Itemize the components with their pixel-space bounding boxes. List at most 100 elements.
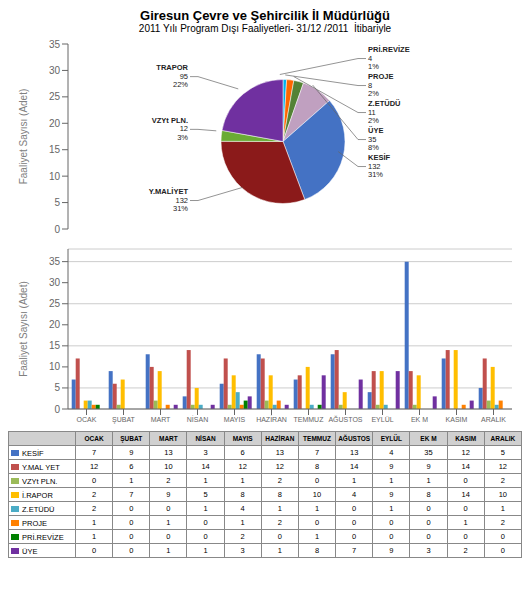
html-text:1: 1 bbox=[314, 504, 320, 513]
html-text:KASIM: KASIM bbox=[455, 435, 477, 442]
svg-text:TEMMUZ: TEMMUZ bbox=[294, 416, 325, 423]
html-text:Y.MAL YET: Y.MAL YET bbox=[22, 462, 60, 472]
svg-text:KASIM: KASIM bbox=[446, 416, 468, 423]
html-text:6: 6 bbox=[240, 448, 245, 457]
html-text:PROJE: PROJE bbox=[22, 518, 47, 528]
html-text:9: 9 bbox=[129, 448, 134, 457]
html-text:5: 5 bbox=[500, 448, 505, 457]
html-text:14: 14 bbox=[461, 462, 470, 471]
svg-text:10: 10 bbox=[49, 171, 61, 182]
html-text:12: 12 bbox=[275, 462, 284, 471]
html-text:0: 0 bbox=[92, 476, 97, 485]
html-text:1: 1 bbox=[389, 476, 394, 485]
html-text:7: 7 bbox=[92, 448, 97, 457]
html-text:1: 1 bbox=[129, 476, 134, 485]
svg-text:ARALIK: ARALIK bbox=[481, 416, 506, 423]
html-text:12: 12 bbox=[461, 448, 470, 457]
svg-text:0: 0 bbox=[54, 224, 60, 235]
svg-text:20: 20 bbox=[49, 319, 61, 330]
html-text:12: 12 bbox=[89, 462, 99, 471]
html-text:8: 8 bbox=[314, 546, 320, 555]
html-text:10: 10 bbox=[164, 462, 173, 471]
svg-text:TRAPOR9522%: TRAPOR9522% bbox=[156, 63, 188, 89]
svg-text:15: 15 bbox=[49, 340, 61, 351]
html-text:14: 14 bbox=[201, 462, 210, 471]
svg-text:MART: MART bbox=[151, 416, 171, 423]
html-text:0: 0 bbox=[314, 476, 320, 485]
html-text:35: 35 bbox=[424, 448, 433, 457]
svg-text:KESİF13231%: KESİF13231% bbox=[368, 153, 391, 179]
html-text:3: 3 bbox=[203, 448, 208, 457]
html-text:1: 1 bbox=[314, 532, 320, 541]
svg-text:Z.ETÜDÜ112%: Z.ETÜDÜ112% bbox=[368, 99, 401, 125]
html-text:13: 13 bbox=[164, 448, 173, 457]
html-text:4: 4 bbox=[389, 448, 394, 457]
html-text:10: 10 bbox=[312, 490, 322, 499]
html-text:MART: MART bbox=[159, 435, 178, 442]
svg-text:Faaliyet Sayısı (Adet): Faaliyet Sayısı (Adet) bbox=[18, 89, 29, 185]
html-text:1: 1 bbox=[203, 476, 208, 485]
svg-text:HAZİRAN: HAZİRAN bbox=[256, 415, 287, 423]
svg-text:VZYt PLN.123%: VZYt PLN.123% bbox=[152, 116, 189, 142]
svg-text:PROJE82%: PROJE82% bbox=[368, 72, 393, 98]
html-text:OCAK: OCAK bbox=[84, 435, 104, 442]
svg-text:35: 35 bbox=[49, 256, 61, 267]
svg-text:30: 30 bbox=[49, 65, 61, 76]
html-text:EK M: EK M bbox=[420, 435, 437, 442]
svg-text:25: 25 bbox=[49, 91, 61, 102]
html-text:9: 9 bbox=[389, 462, 394, 471]
html-text:TEMMUZ: TEMMUZ bbox=[303, 435, 331, 442]
html-text:ARALIK: ARALIK bbox=[490, 435, 516, 442]
html-text:İ.RAPOR: İ.RAPOR bbox=[22, 490, 53, 500]
html-text:MAYIS: MAYIS bbox=[232, 435, 253, 442]
html-text:13: 13 bbox=[350, 448, 359, 457]
svg-text:Faaliyet Sayısı (Adet): Faaliyet Sayısı (Adet) bbox=[18, 281, 29, 377]
html-text:9: 9 bbox=[426, 462, 431, 471]
html-text:13: 13 bbox=[275, 448, 284, 457]
html-text:6: 6 bbox=[129, 462, 134, 471]
svg-text:EYLÜL: EYLÜL bbox=[371, 416, 393, 423]
html-text:14: 14 bbox=[461, 490, 470, 499]
html-text:1: 1 bbox=[352, 476, 357, 485]
html-text:14: 14 bbox=[350, 462, 359, 471]
svg-text:35: 35 bbox=[49, 39, 61, 50]
html-text:10: 10 bbox=[498, 490, 507, 499]
html-text:KESİF: KESİF bbox=[22, 448, 44, 458]
html-text:2: 2 bbox=[166, 476, 171, 485]
svg-text:ŞUBAT: ŞUBAT bbox=[112, 416, 136, 424]
svg-text:0: 0 bbox=[54, 404, 60, 415]
svg-text:AĞUSTOS: AĞUSTOS bbox=[328, 415, 362, 423]
html-text:ÜYE: ÜYE bbox=[22, 546, 38, 556]
html-text:AĞUSTOS: AĞUSTOS bbox=[338, 435, 371, 442]
svg-text:OCAK: OCAK bbox=[77, 416, 97, 423]
svg-text:MAYIS: MAYIS bbox=[224, 416, 246, 423]
html-text:2: 2 bbox=[277, 476, 282, 485]
html-text:HAZİRAN: HAZİRAN bbox=[265, 435, 295, 442]
svg-text:EK M: EK M bbox=[411, 416, 428, 423]
html-text:7: 7 bbox=[314, 448, 320, 457]
svg-text:10: 10 bbox=[49, 361, 61, 372]
html-text:Z.ETÜDÜ: Z.ETÜDÜ bbox=[22, 504, 55, 514]
html-text:8: 8 bbox=[314, 462, 320, 471]
svg-text:5: 5 bbox=[54, 197, 60, 208]
html-text:VZYt PLN.: VZYt PLN. bbox=[22, 476, 58, 486]
svg-text:20: 20 bbox=[49, 118, 61, 129]
html-text:12: 12 bbox=[238, 462, 247, 471]
html-text:EYLÜL: EYLÜL bbox=[380, 435, 402, 442]
svg-text:PRİ.REVİZE41%: PRİ.REVİZE41% bbox=[368, 45, 410, 71]
svg-text:30: 30 bbox=[49, 277, 61, 288]
html-text:Giresun Çevre ve Şehircilik İl: Giresun Çevre ve Şehircilik İl Müdürlüğü bbox=[140, 8, 390, 23]
html-text:0: 0 bbox=[314, 518, 320, 527]
svg-text:5: 5 bbox=[54, 382, 60, 393]
svg-text:Y.MALİYET13231%: Y.MALİYET13231% bbox=[149, 187, 189, 213]
svg-text:15: 15 bbox=[49, 144, 61, 155]
svg-text:ÜYE358%: ÜYE358% bbox=[368, 126, 383, 152]
html-text:NİSAN: NİSAN bbox=[195, 435, 216, 442]
html-text:2011 Yılı Program Dışı Faaliye: 2011 Yılı Program Dışı Faaliyetleri- 31/… bbox=[138, 23, 392, 34]
html-text:12: 12 bbox=[498, 462, 507, 471]
svg-text:25: 25 bbox=[49, 298, 61, 309]
html-text:ŞUBAT: ŞUBAT bbox=[120, 435, 143, 442]
svg-text:NİSAN: NİSAN bbox=[187, 415, 208, 423]
html-text:PRİ.REVİZE: PRİ.REVİZE bbox=[22, 532, 64, 542]
html-text:1: 1 bbox=[240, 476, 245, 485]
